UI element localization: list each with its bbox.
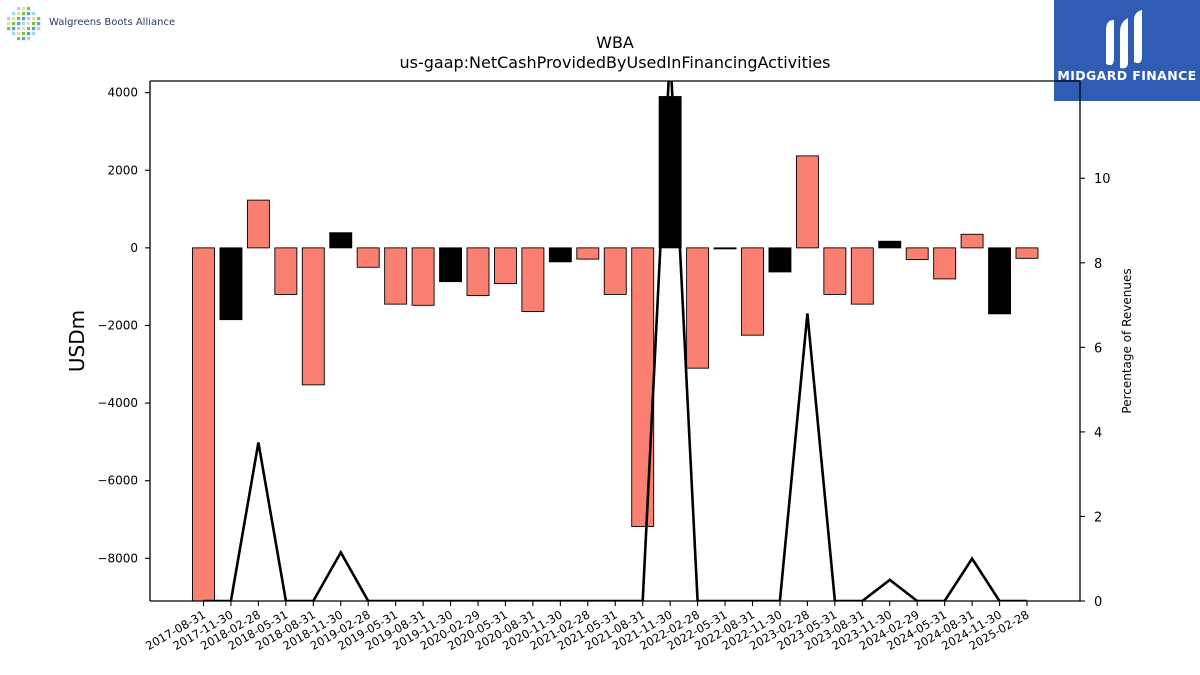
chart-title: WBA <box>596 33 634 52</box>
y-tick-label: −6000 <box>97 474 138 488</box>
walgreens-dots-icon <box>7 7 41 41</box>
logo-dot <box>37 22 41 26</box>
bar <box>933 247 957 280</box>
logo-dot <box>12 27 16 31</box>
y2-tick-label: 2 <box>1094 510 1102 525</box>
logo-dot <box>12 22 16 26</box>
logo-dot <box>32 12 36 16</box>
bar <box>713 247 737 250</box>
logo-dot <box>22 37 26 41</box>
logo-dot <box>27 17 31 21</box>
bar <box>411 247 435 306</box>
bar <box>192 247 215 601</box>
logo-dot <box>17 22 21 26</box>
logo-dot <box>22 22 26 26</box>
bar <box>741 247 764 336</box>
logo-dot <box>32 17 36 21</box>
bar <box>631 247 655 527</box>
bar <box>878 240 902 249</box>
bar <box>603 247 627 295</box>
chart-subtitle: us-gaap:NetCashProvidedByUsedInFinancing… <box>399 53 830 72</box>
logo-dot <box>22 17 26 21</box>
logo-dot <box>17 37 21 41</box>
bar <box>988 247 1011 315</box>
midgard-finance-logo: MIDGARD FINANCE <box>1054 0 1200 101</box>
bar <box>384 247 408 305</box>
bar-series <box>192 96 1039 601</box>
y2-tick-label: 4 <box>1094 426 1102 441</box>
y-tick-label: 2000 <box>107 163 138 177</box>
bar <box>658 96 682 249</box>
y-tick-label: 4000 <box>107 86 138 100</box>
logo-dot <box>17 17 21 21</box>
logo-dot <box>22 32 26 36</box>
logo-dot <box>7 27 11 31</box>
bar <box>905 247 929 260</box>
logo-dot <box>17 27 21 31</box>
y2-tick-label: 10 <box>1094 172 1111 187</box>
y-tick-label: 0 <box>130 241 138 255</box>
logo-dot <box>7 17 11 21</box>
y-tick-label: −4000 <box>97 396 138 410</box>
y-tick-label: −8000 <box>97 551 138 565</box>
bar <box>548 247 572 263</box>
bar <box>494 247 517 285</box>
bar <box>219 247 243 321</box>
logo-dot <box>17 32 21 36</box>
bar <box>521 247 545 312</box>
bar <box>356 247 380 268</box>
logo-dot <box>17 7 21 11</box>
y2-tick-label: 6 <box>1094 341 1102 356</box>
bar <box>686 247 710 369</box>
y-tick-label: −2000 <box>97 318 138 332</box>
bar <box>246 199 270 249</box>
bar <box>329 232 353 249</box>
logo-dot <box>32 32 36 36</box>
logo-dot <box>27 12 31 16</box>
logo-dot <box>22 27 26 31</box>
logo-dot <box>27 37 31 41</box>
logo-dot <box>17 12 21 16</box>
logo-dot <box>12 12 16 16</box>
logo-dot <box>22 7 26 11</box>
bar <box>1015 247 1039 259</box>
bar <box>960 233 984 249</box>
bar <box>795 155 819 249</box>
midgard-monogram-icon <box>1106 10 1142 69</box>
y-axis-label: USDm <box>65 310 89 372</box>
walgreens-logo: Walgreens Boots Alliance <box>4 4 204 44</box>
logo-dot <box>12 32 16 36</box>
bar <box>301 247 325 386</box>
line-series <box>203 81 1027 601</box>
bar <box>850 247 874 305</box>
bar <box>439 247 462 283</box>
bar <box>274 247 298 295</box>
y2-axis-label: Percentage of Revenues <box>1120 268 1134 413</box>
logo-dot <box>27 22 31 26</box>
logo-dot <box>27 32 31 36</box>
logo-dot <box>27 27 31 31</box>
y2-tick-label: 0 <box>1094 595 1102 610</box>
logo-dot <box>37 27 41 31</box>
midgard-logo-text: MIDGARD FINANCE <box>1057 68 1197 83</box>
y2-tick-label: 8 <box>1094 257 1102 272</box>
logo-dot <box>22 12 26 16</box>
logo-dot <box>32 27 36 31</box>
logo-dot <box>7 22 11 26</box>
logo-dot <box>32 22 36 26</box>
walgreens-logo-text: Walgreens Boots Alliance <box>49 17 176 28</box>
logo-dot <box>12 17 16 21</box>
bar <box>768 247 792 273</box>
bar <box>823 247 847 295</box>
logo-dot <box>37 17 41 21</box>
percentage-line <box>203 81 1027 601</box>
bar <box>466 247 490 297</box>
bar <box>576 247 600 260</box>
logo-dot <box>27 7 31 11</box>
